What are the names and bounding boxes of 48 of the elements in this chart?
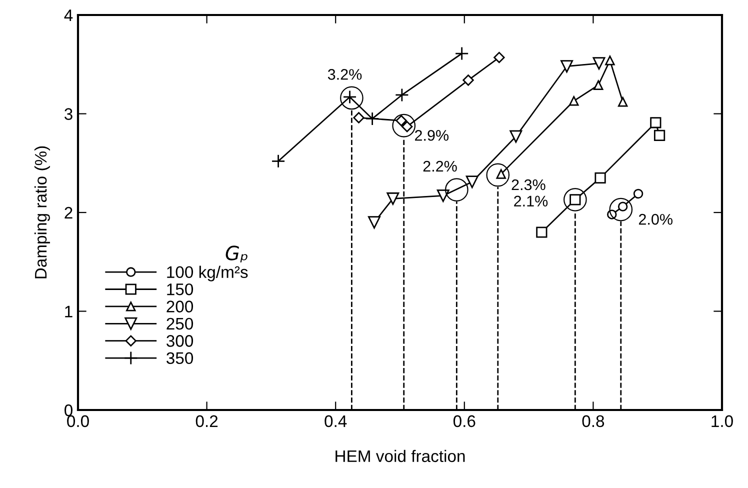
point — [386, 192, 400, 205]
legend-label: 200 — [166, 300, 194, 312]
point — [271, 154, 286, 168]
point — [618, 97, 628, 107]
point — [454, 46, 469, 60]
point — [650, 117, 662, 128]
y-tick-label: 0 — [64, 404, 72, 416]
point — [494, 52, 505, 64]
point — [605, 56, 615, 66]
annotation: 2.9% — [415, 130, 449, 141]
annotation: 2.0% — [638, 214, 672, 225]
legend-label: 300 — [166, 335, 194, 347]
point — [592, 57, 606, 70]
annotation: 2.2% — [423, 160, 457, 172]
y-tick-label: 1 — [65, 306, 72, 318]
annotation: 2.3% — [512, 179, 546, 190]
legend-label: 150 — [167, 283, 194, 296]
y-tick-label: 2 — [64, 206, 72, 219]
point — [510, 130, 522, 143]
point — [654, 130, 666, 142]
point — [569, 96, 579, 106]
point — [593, 80, 604, 90]
annotation: 2.1% — [514, 196, 548, 206]
legend-label: 350 — [166, 352, 194, 364]
x-tick-label: 0.4 — [324, 415, 347, 428]
x-tick-label: 0.8 — [582, 415, 604, 428]
point — [436, 189, 450, 202]
point — [466, 176, 478, 188]
x-axis-title: HEM void fraction — [336, 450, 465, 462]
legend-label: 250 — [166, 318, 194, 330]
x-tick-label: 0.6 — [453, 415, 476, 428]
point — [594, 172, 606, 184]
y-axis-title: Damping ratio (%) — [34, 146, 50, 278]
point — [394, 88, 409, 102]
point — [560, 60, 574, 73]
point — [353, 112, 364, 124]
legend-label: 100 kg/m²s — [167, 266, 248, 282]
point — [462, 74, 474, 86]
point — [368, 216, 380, 229]
legend-title: Gₚ — [226, 246, 248, 262]
y-tick-label: 4 — [64, 10, 73, 22]
x-tick-label: 0.0 — [67, 415, 89, 428]
annotation: 3.2% — [328, 69, 362, 80]
point — [633, 188, 644, 199]
point — [536, 226, 548, 238]
y-tick-label: 3 — [64, 108, 72, 120]
x-tick-label: 1.0 — [712, 415, 733, 428]
x-tick-label: 0.2 — [196, 415, 218, 428]
